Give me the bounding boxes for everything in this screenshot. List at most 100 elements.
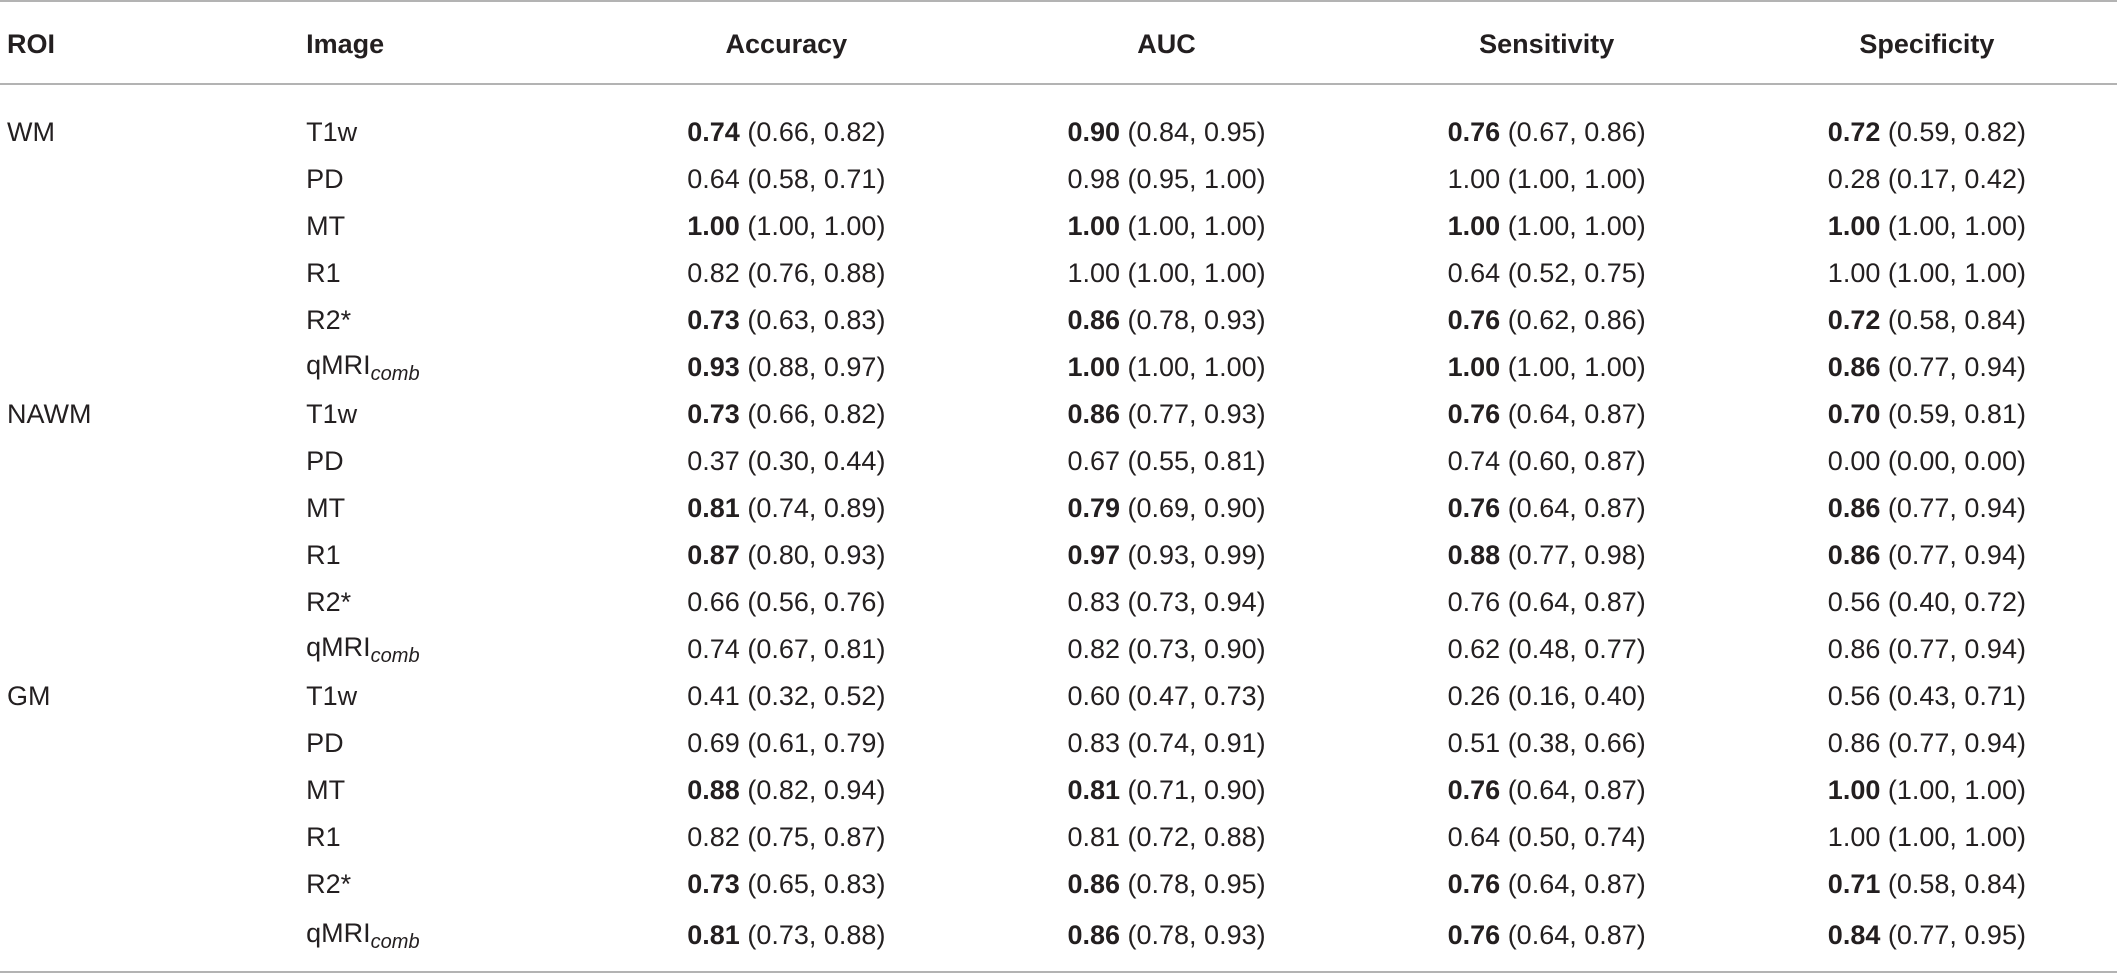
- specificity-ci: (0.77, 0.94): [1887, 493, 2026, 523]
- sensitivity-ci: (0.48, 0.77): [1507, 634, 1646, 664]
- accuracy-value: 0.74: [687, 117, 740, 147]
- accuracy-ci: (0.63, 0.83): [747, 305, 886, 335]
- auc-value: 0.86: [1067, 305, 1120, 335]
- specificity-value: 0.86: [1827, 728, 1881, 758]
- accuracy-ci: (0.66, 0.82): [747, 399, 886, 429]
- accuracy-ci: (0.82, 0.94): [747, 775, 886, 805]
- accuracy-ci: (1.00, 1.00): [747, 211, 886, 241]
- header-specificity: Specificity: [1736, 0, 2117, 85]
- table-row: MT 0.88 (0.82, 0.94) 0.81 (0.71, 0.90) 0.76…: [0, 767, 2117, 814]
- image-cell: MT: [306, 767, 596, 814]
- sensitivity-ci: (0.16, 0.40): [1507, 681, 1646, 711]
- auc-cell: 0.86 (0.78, 0.95): [976, 861, 1356, 908]
- roi-cell: [0, 814, 306, 861]
- sensitivity-value: 0.64: [1447, 822, 1501, 852]
- accuracy-cell: 0.74 (0.67, 0.81): [596, 626, 976, 673]
- accuracy-value: 0.41: [687, 681, 740, 711]
- accuracy-value: 0.87: [687, 540, 740, 570]
- sensitivity-cell: 1.00 (1.00, 1.00): [1357, 203, 1737, 250]
- image-cell: R2*: [306, 861, 596, 908]
- image-cell: R2*: [306, 297, 596, 344]
- sensitivity-value: 0.76: [1447, 399, 1501, 429]
- specificity-cell: 0.86 (0.77, 0.94): [1737, 532, 2117, 579]
- roi-cell: [0, 861, 306, 908]
- specificity-cell: 0.86 (0.77, 0.94): [1737, 626, 2117, 673]
- table-header: ROI Image Accuracy AUC Sensitivity Speci…: [0, 0, 2117, 85]
- roi-cell: [0, 203, 306, 250]
- specificity-cell: 1.00 (1.00, 1.00): [1737, 767, 2117, 814]
- header-accuracy: Accuracy: [596, 0, 977, 85]
- table-row: WM T1w 0.74 (0.66, 0.82) 0.90 (0.84, 0.95) 0…: [0, 84, 2117, 156]
- sensitivity-value: 0.74: [1447, 446, 1501, 476]
- sensitivity-ci: (0.60, 0.87): [1507, 446, 1646, 476]
- table-row: PD 0.69 (0.61, 0.79) 0.83 (0.74, 0.91) 0.51…: [0, 720, 2117, 767]
- image-name: PD: [306, 164, 344, 194]
- auc-value: 0.67: [1067, 446, 1120, 476]
- accuracy-value: 0.93: [687, 352, 740, 382]
- specificity-ci: (0.17, 0.42): [1887, 164, 2026, 194]
- image-name: qMRI: [306, 349, 371, 380]
- specificity-value: 0.28: [1827, 164, 1881, 194]
- specificity-ci: (1.00, 1.00): [1887, 822, 2026, 852]
- auc-cell: 0.81 (0.71, 0.90): [976, 767, 1356, 814]
- accuracy-ci: (0.32, 0.52): [747, 681, 886, 711]
- image-cell: qMRIcomb: [306, 626, 596, 673]
- specificity-ci: (0.77, 0.95): [1887, 920, 2026, 950]
- specificity-ci: (0.58, 0.84): [1887, 869, 2026, 899]
- header-image: Image: [306, 0, 597, 85]
- image-cell: R1: [306, 250, 596, 297]
- image-cell: PD: [306, 720, 596, 767]
- roi-cell: NAWM: [7, 399, 92, 429]
- image-name: R2*: [306, 587, 352, 617]
- auc-ci: (0.84, 0.95): [1127, 117, 1266, 147]
- accuracy-ci: (0.74, 0.89): [747, 493, 886, 523]
- image-name: R1: [306, 822, 341, 852]
- accuracy-ci: (0.61, 0.79): [747, 728, 886, 758]
- auc-value: 0.90: [1067, 117, 1120, 147]
- auc-ci: (0.73, 0.90): [1127, 634, 1266, 664]
- specificity-value: 0.00: [1827, 446, 1881, 476]
- table-row: MT 1.00 (1.00, 1.00) 1.00 (1.00, 1.00) 1.00…: [0, 203, 2117, 250]
- specificity-ci: (1.00, 1.00): [1887, 775, 2026, 805]
- roi-cell: [0, 720, 306, 767]
- sensitivity-ci: (0.77, 0.98): [1507, 540, 1646, 570]
- accuracy-cell: 0.74 (0.66, 0.82): [596, 84, 976, 156]
- image-name: PD: [306, 446, 344, 476]
- image-name: T1w: [306, 681, 358, 711]
- auc-value: 1.00: [1067, 258, 1120, 288]
- image-cell: T1w: [306, 391, 596, 438]
- table-body: WM T1w 0.74 (0.66, 0.82) 0.90 (0.84, 0.95) 0…: [0, 84, 2117, 973]
- sensitivity-ci: (1.00, 1.00): [1507, 211, 1646, 241]
- specificity-value: 1.00: [1827, 258, 1881, 288]
- accuracy-cell: 0.93 (0.88, 0.97): [596, 344, 976, 391]
- sensitivity-cell: 0.62 (0.48, 0.77): [1357, 626, 1737, 673]
- sensitivity-cell: 0.76 (0.62, 0.86): [1357, 297, 1737, 344]
- roi-cell: [0, 438, 306, 485]
- sensitivity-value: 0.76: [1447, 305, 1501, 335]
- auc-cell: 1.00 (1.00, 1.00): [976, 344, 1356, 391]
- auc-ci: (0.73, 0.94): [1127, 587, 1266, 617]
- specificity-cell: 0.56 (0.43, 0.71): [1737, 673, 2117, 720]
- auc-value: 0.81: [1067, 775, 1120, 805]
- accuracy-value: 0.64: [687, 164, 740, 194]
- sensitivity-ci: (0.64, 0.87): [1507, 775, 1646, 805]
- header-auc: AUC: [976, 0, 1357, 85]
- sensitivity-value: 0.64: [1447, 258, 1501, 288]
- sensitivity-cell: 0.76 (0.64, 0.87): [1356, 908, 1737, 973]
- image-name: R1: [306, 540, 341, 570]
- auc-ci: (0.55, 0.81): [1127, 446, 1266, 476]
- image-name: R2*: [306, 305, 352, 335]
- image-subscript: comb: [370, 930, 420, 953]
- auc-value: 0.86: [1067, 869, 1120, 899]
- auc-ci: (0.95, 1.00): [1127, 164, 1266, 194]
- accuracy-ci: (0.56, 0.76): [747, 587, 886, 617]
- table-row: R1 0.82 (0.75, 0.87) 0.81 (0.72, 0.88) 0.64…: [0, 814, 2117, 861]
- accuracy-cell: 0.73 (0.66, 0.82): [596, 391, 976, 438]
- image-cell: MT: [306, 485, 596, 532]
- specificity-ci: (0.77, 0.94): [1887, 540, 2026, 570]
- image-name: T1w: [306, 117, 358, 147]
- auc-cell: 0.97 (0.93, 0.99): [976, 532, 1356, 579]
- specificity-ci: (0.59, 0.81): [1887, 399, 2026, 429]
- specificity-value: 0.56: [1827, 681, 1881, 711]
